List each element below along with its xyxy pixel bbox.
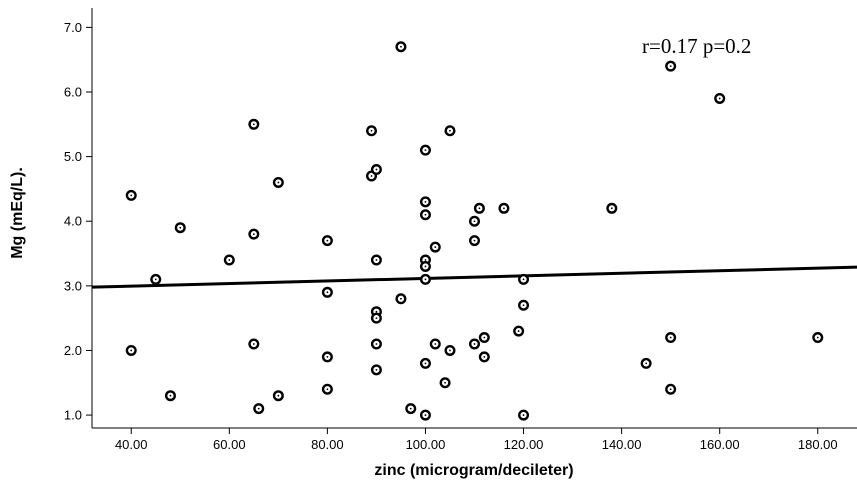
data-point (665, 60, 677, 72)
data-point (518, 273, 530, 285)
y-tick-label: 6.0 (64, 85, 82, 100)
y-tick-label: 5.0 (64, 149, 82, 164)
data-point (429, 338, 441, 350)
data-point (419, 209, 431, 221)
data-point (370, 254, 382, 266)
data-point (665, 383, 677, 395)
data-point (469, 338, 481, 350)
y-axis-ticks: 1.0 2.0 3.0 4.0 5.0 6.0 7.0 (64, 20, 92, 423)
data-point (518, 299, 530, 311)
data-point (248, 118, 260, 130)
x-tick-label: 120.00 (504, 437, 544, 452)
correlation-annotation: r=0.17 p=0.2 (642, 34, 751, 58)
x-tick-label: 80.00 (311, 437, 344, 452)
data-point (419, 260, 431, 272)
data-point (714, 92, 726, 104)
data-point (419, 196, 431, 208)
plot-area: 1.0 2.0 3.0 4.0 5.0 6.0 7.0 40.00 60.00 80.00 100… (64, 8, 857, 452)
data-point (370, 164, 382, 176)
data-point (370, 338, 382, 350)
y-axis-title: Mg (mEq/L). (9, 167, 26, 259)
data-point (469, 215, 481, 227)
data-point (498, 202, 510, 214)
regression-line (91, 265, 857, 289)
x-tick-label: 160.00 (700, 437, 740, 452)
data-point (150, 273, 162, 285)
data-point (439, 377, 451, 389)
data-point (321, 383, 333, 395)
data-point (272, 390, 284, 402)
data-points (125, 41, 824, 421)
data-point (321, 286, 333, 298)
data-point (518, 409, 530, 421)
data-point (444, 125, 456, 137)
data-point (469, 235, 481, 247)
x-tick-label: 100.00 (406, 437, 446, 452)
x-tick-label: 60.00 (213, 437, 246, 452)
y-tick-label: 4.0 (64, 214, 82, 229)
data-point (125, 344, 137, 356)
data-point (419, 357, 431, 369)
x-tick-label: 40.00 (115, 437, 148, 452)
data-point (665, 332, 677, 344)
data-point (478, 351, 490, 363)
data-point (419, 144, 431, 156)
data-point (370, 312, 382, 324)
data-point (253, 403, 265, 415)
data-point (223, 254, 235, 266)
data-point (248, 228, 260, 240)
data-point (419, 409, 431, 421)
data-point (429, 241, 441, 253)
x-tick-label: 140.00 (602, 437, 642, 452)
data-point (366, 125, 378, 137)
data-point (321, 351, 333, 363)
y-tick-label: 7.0 (64, 20, 82, 35)
data-point (640, 357, 652, 369)
x-axis-title: zinc (microgram/decileter) (374, 462, 573, 479)
data-point (125, 189, 137, 201)
data-point (444, 344, 456, 356)
data-point (606, 202, 618, 214)
y-tick-label: 1.0 (64, 408, 82, 423)
data-point (513, 325, 525, 337)
data-point (272, 176, 284, 188)
data-point (248, 338, 260, 350)
x-axis-ticks: 40.00 60.00 80.00 100.00 120.00 140.00 160.00 1… (115, 428, 838, 452)
data-point (405, 403, 417, 415)
data-point (478, 332, 490, 344)
data-point (174, 222, 186, 234)
data-point (164, 390, 176, 402)
data-point (473, 202, 485, 214)
data-point (419, 273, 431, 285)
y-tick-label: 2.0 (64, 343, 82, 358)
data-point (812, 332, 824, 344)
data-point (395, 41, 407, 53)
data-point (370, 364, 382, 376)
x-tick-label: 180.00 (798, 437, 838, 452)
y-tick-label: 3.0 (64, 278, 82, 293)
data-point (395, 293, 407, 305)
data-point (321, 235, 333, 247)
